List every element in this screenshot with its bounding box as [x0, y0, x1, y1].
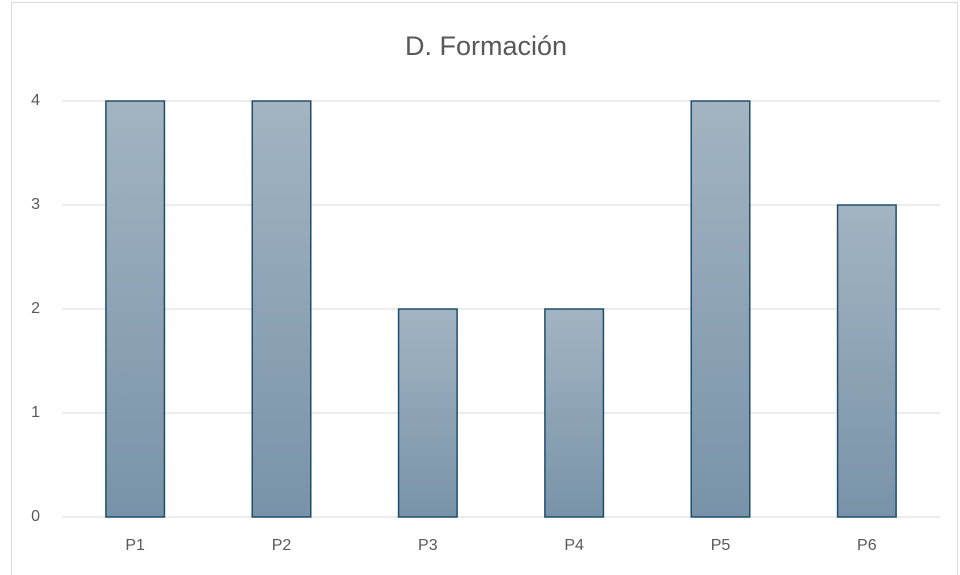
y-tick-label: 2 — [31, 300, 40, 317]
x-tick-label: P5 — [711, 537, 731, 554]
bar — [544, 308, 605, 518]
x-tick-label: P2 — [272, 537, 292, 554]
bar — [251, 100, 312, 518]
y-tick-label: 1 — [31, 404, 40, 421]
bar — [690, 100, 751, 518]
y-tick-label: 4 — [31, 92, 40, 109]
x-tick-label: P1 — [125, 537, 145, 554]
chart-border — [11, 2, 958, 575]
chart-title: D. Formación — [405, 31, 567, 61]
y-tick-label: 0 — [31, 508, 40, 525]
x-tick-label: P6 — [857, 537, 877, 554]
x-tick-label: P4 — [564, 537, 584, 554]
bar — [836, 204, 897, 518]
bar — [105, 100, 166, 518]
y-tick-label: 3 — [31, 196, 40, 213]
bar — [397, 308, 458, 518]
x-tick-label: P3 — [418, 537, 438, 554]
